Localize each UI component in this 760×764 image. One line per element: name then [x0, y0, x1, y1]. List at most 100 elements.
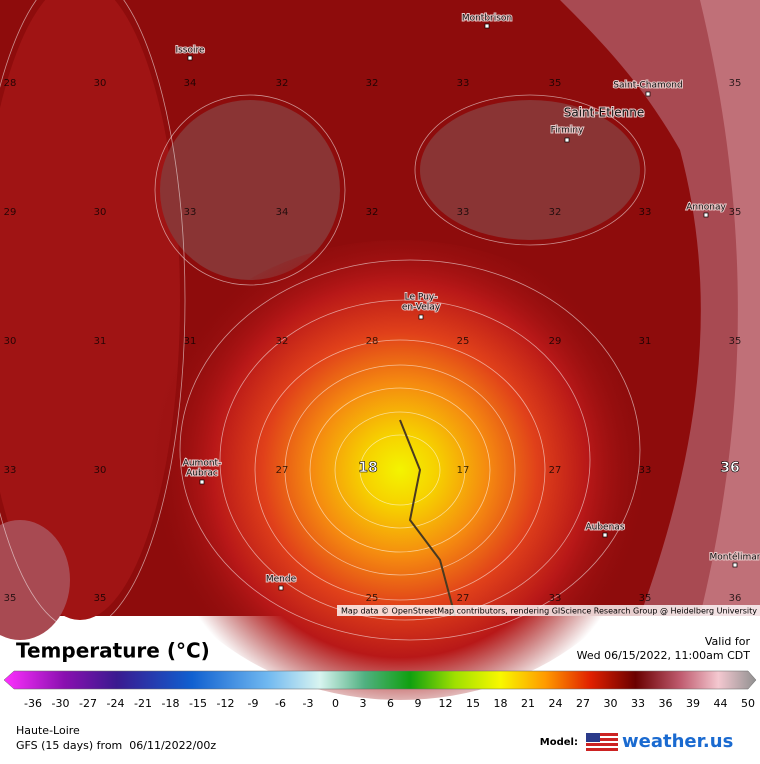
valid-time: Wed 06/15/2022, 11:00am CDT: [577, 649, 751, 662]
contour-label: 31: [184, 336, 197, 347]
colorbar-tick-label: 21: [521, 697, 535, 710]
contour-label: 27: [276, 465, 289, 476]
contour-label: 25: [366, 593, 379, 604]
brand: weather.us: [622, 731, 733, 752]
colorbar: [3, 670, 757, 690]
colorbar-tick-label: 15: [466, 697, 480, 710]
city-marker: [278, 585, 284, 591]
city-label: Montbrison: [462, 14, 512, 24]
city-label: Saint-Chamond: [613, 81, 682, 91]
colorbar-tick-label: 39: [686, 697, 700, 710]
contour-label: 29: [549, 336, 562, 347]
colorbar-tick-label: -3: [303, 697, 314, 710]
colorbar-tick-label: -12: [217, 697, 235, 710]
contour-label: 30: [94, 465, 107, 476]
region: Haute-Loire: [16, 724, 80, 737]
contour-label: 27: [549, 465, 562, 476]
contour-label: 32: [276, 78, 289, 89]
contour-label: 34: [184, 78, 197, 89]
city-marker: [187, 55, 193, 61]
contour-label: 33: [639, 465, 652, 476]
city-label: Aubenas: [585, 523, 624, 533]
contour-label: 36: [720, 460, 739, 476]
contour-label: 31: [639, 336, 652, 347]
contour-label: 17: [457, 465, 470, 476]
flag: [586, 733, 618, 751]
city-marker: [602, 532, 608, 538]
colorbar-tick-label: 18: [494, 697, 508, 710]
colorbar-tick-label: 36: [659, 697, 673, 710]
contour-label: 35: [4, 593, 17, 604]
contour-label: 35: [549, 78, 562, 89]
colorbar-tick-label: 9: [415, 697, 422, 710]
contour-label: 33: [457, 78, 470, 89]
contour-label: 29: [4, 207, 17, 218]
city-marker: [564, 137, 570, 143]
colorbar-tick-label: 30: [604, 697, 618, 710]
contour-label: 35: [729, 336, 742, 347]
contour-label: 35: [729, 207, 742, 218]
city-label: Aumont-: [183, 459, 222, 469]
contour-label: 33: [639, 207, 652, 218]
city-label: Le Puy-: [405, 293, 438, 303]
colorbar-tick-label: -21: [134, 697, 152, 710]
contour-label: 35: [94, 593, 107, 604]
city-label: Annonay: [686, 203, 726, 213]
contour-label: 33: [457, 207, 470, 218]
colorbar-tick-label: -15: [189, 697, 207, 710]
colorbar-tick-label: 33: [631, 697, 645, 710]
contour-label: 30: [94, 78, 107, 89]
colorbar-tick-label: -9: [248, 697, 259, 710]
city-label: Aubrac: [186, 469, 218, 479]
colorbar-tick-label: -27: [79, 697, 97, 710]
contour-label: 35: [729, 78, 742, 89]
model-label: Model:: [540, 737, 578, 748]
city-marker: [703, 212, 709, 218]
contour-label: 31: [94, 336, 107, 347]
contour-label: 33: [549, 593, 562, 604]
colorbar-tick-label: -36: [24, 697, 42, 710]
colorbar-tick-label: 27: [576, 697, 590, 710]
city-marker: [199, 479, 205, 485]
contour-label: 32: [366, 207, 379, 218]
contour-label: 33: [4, 465, 17, 476]
map: [0, 0, 760, 700]
colorbar-tick-label: 44: [714, 697, 728, 710]
colorbar-tick-label: -24: [107, 697, 125, 710]
contour-label: 36: [729, 593, 742, 604]
city-label: Saint-Etienne: [564, 106, 645, 120]
colorbar-tick-label: 3: [360, 697, 367, 710]
contour-label: 30: [4, 336, 17, 347]
colorbar-tick-label: 0: [332, 697, 339, 710]
city-marker: [418, 314, 424, 320]
attribution: Map data © OpenStreetMap contributors, r…: [341, 607, 757, 616]
contour-label: 25: [457, 336, 470, 347]
city-marker: [645, 91, 651, 97]
contour-label: 27: [457, 593, 470, 604]
colorbar-tick-label: -18: [162, 697, 180, 710]
city-label: Issoire: [175, 46, 205, 56]
contour-label: 18: [358, 460, 377, 476]
contour-label: 28: [366, 336, 379, 347]
colorbar-tick-label: 12: [439, 697, 453, 710]
city-label: en-Velay: [402, 303, 441, 313]
valid-label: Valid for: [705, 635, 751, 648]
colorbar-tick-label: -6: [275, 697, 286, 710]
contour-label: 34: [276, 207, 289, 218]
model-run: GFS (15 days) from 06/11/2022/00z: [16, 739, 216, 752]
contour-label: 32: [366, 78, 379, 89]
contour-label: 35: [639, 593, 652, 604]
city-label: Firminy: [551, 126, 585, 136]
city-label: Montélimar: [709, 552, 760, 563]
colorbar-tick-label: 50: [741, 697, 755, 710]
city-label: Mende: [266, 575, 297, 585]
contour-label: 32: [276, 336, 289, 347]
legend-title: Temperature (°C): [16, 639, 210, 663]
city-marker: [484, 23, 490, 29]
contour-label: 30: [94, 207, 107, 218]
city-marker: [732, 562, 738, 568]
colorbar-tick-label: 6: [387, 697, 394, 710]
colorbar-tick-label: -30: [52, 697, 70, 710]
